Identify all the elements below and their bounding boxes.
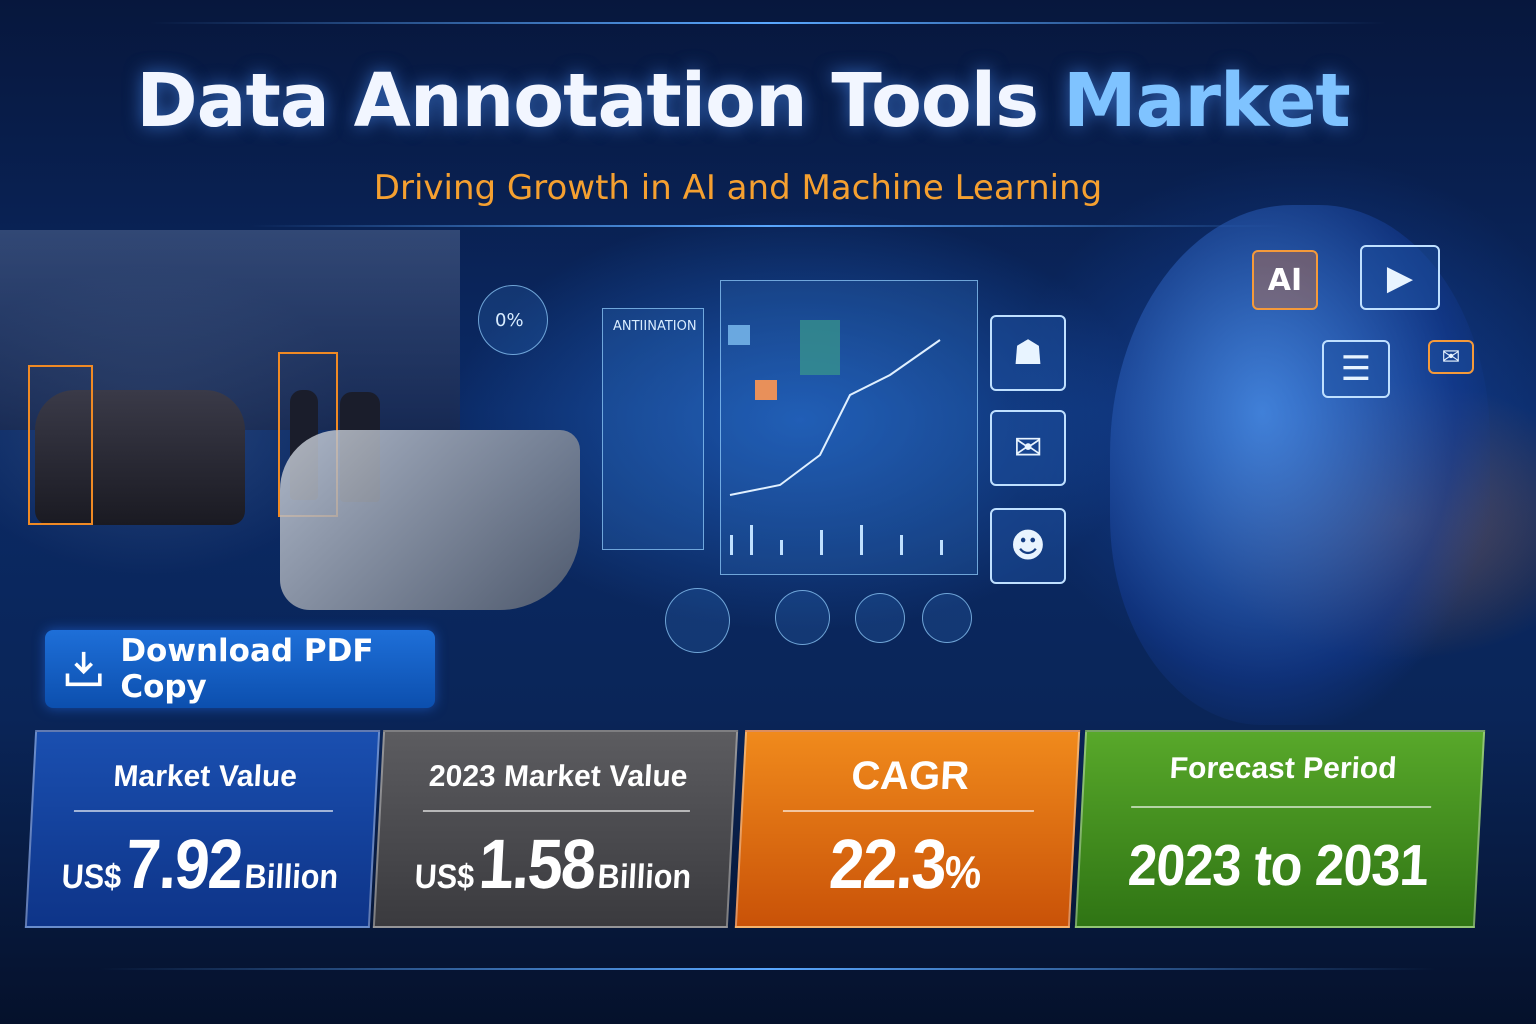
download-button-label: Download PDF Copy — [120, 633, 374, 705]
chart-panel — [720, 280, 978, 575]
download-icon — [65, 651, 102, 687]
panel-heading: ANTIINATION — [613, 319, 697, 334]
tile — [800, 320, 840, 375]
robot-hand-image — [280, 430, 580, 610]
user-icon: ☗ — [990, 315, 1066, 391]
document-icon: ☰ — [1322, 340, 1390, 398]
target-icon — [665, 588, 730, 653]
gauge-label: 0% — [495, 310, 524, 331]
ai-badge: AI — [1267, 262, 1303, 298]
stat-prefix: US$ — [413, 858, 476, 896]
stat-unit: Billion — [243, 858, 340, 896]
download-pdf-button[interactable]: Download PDF Copy — [45, 630, 435, 708]
video-icon: ▶ — [1360, 245, 1440, 310]
title-main: Data Annotation Tools — [136, 58, 1039, 144]
circle-icon — [922, 593, 972, 643]
ai-chip-icon: AI — [1252, 250, 1318, 310]
divider — [782, 810, 1035, 812]
stat-unit: % — [943, 846, 983, 898]
stat-card-cagr: CAGR 22.3% — [734, 730, 1081, 928]
trend-line — [729, 339, 941, 496]
mail-icon: ✉ — [1428, 340, 1474, 374]
circle-icon — [855, 593, 905, 643]
tile — [755, 380, 777, 400]
bounding-box — [28, 365, 93, 525]
stat-card-forecast-period: Forecast Period 2023 to 2031 — [1074, 730, 1486, 928]
page-title: Data Annotation Tools Market — [0, 58, 1486, 144]
stat-label: 2023 Market Value — [428, 760, 689, 793]
mail-icon: ✉ — [990, 410, 1066, 486]
subtitle: Driving Growth in AI and Machine Learnin… — [373, 168, 1103, 208]
stat-value: 2023 to 2031 — [1126, 833, 1430, 898]
stat-value: 22.3 — [827, 825, 948, 903]
stat-label: Forecast Period — [1168, 752, 1398, 785]
stat-prefix: US$ — [60, 858, 123, 896]
stat-unit: Billion — [596, 858, 693, 896]
stat-value: 7.92 — [123, 825, 244, 903]
stat-card-market-value: Market Value US$ 7.92 Billion — [24, 730, 381, 928]
gauge-icon: 0% — [478, 285, 548, 355]
divider — [423, 810, 690, 812]
stat-label: CAGR — [850, 754, 971, 798]
title-highlight: Market — [1062, 58, 1351, 144]
image-icon — [775, 590, 830, 645]
person-icon: ☻ — [990, 508, 1066, 584]
divider — [150, 22, 1386, 24]
divider — [250, 225, 1286, 227]
divider — [100, 968, 1436, 970]
bar-histogram — [730, 525, 943, 555]
stat-value: 1.58 — [476, 825, 597, 903]
divider — [1130, 806, 1432, 808]
divider — [73, 810, 334, 812]
tile — [728, 325, 750, 345]
line-chart-graphic — [728, 320, 943, 555]
car-image — [35, 390, 245, 525]
annotation-panel: ANTIINATION — [602, 308, 704, 550]
stat-card-2023-market-value: 2023 Market Value US$ 1.58 Billion — [372, 730, 739, 928]
stat-label: Market Value — [112, 760, 298, 793]
